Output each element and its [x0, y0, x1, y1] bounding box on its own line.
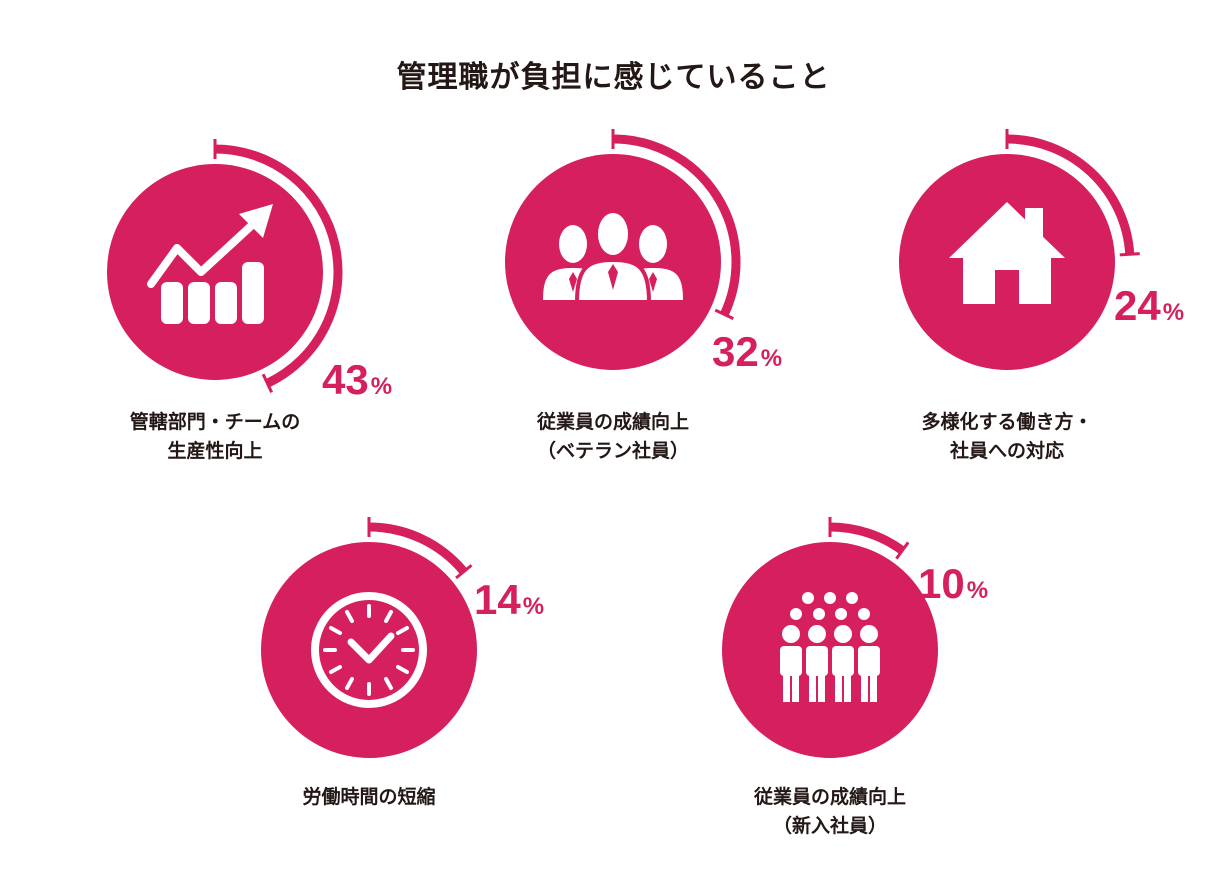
value-arc — [368, 522, 468, 575]
value-label: 14% — [474, 576, 544, 624]
arc-end-tick — [1119, 252, 1140, 257]
category-label-line: 生産性向上 — [167, 440, 263, 462]
value-number: 32 — [712, 328, 759, 375]
value-arc — [829, 522, 905, 555]
category-label-line: 従業員の成績向上 — [753, 786, 906, 808]
category-label: 管轄部門・チームの 生産性向上 — [55, 408, 375, 466]
value-label: 32% — [712, 328, 782, 376]
category-label: 多様化する働き方・ 社員への対応 — [847, 408, 1167, 466]
item-circle — [107, 164, 323, 380]
arc-end-tick — [895, 541, 910, 560]
category-label-line: （ベテラン社員） — [536, 440, 689, 462]
category-label: 従業員の成績向上 （新入社員） — [670, 783, 990, 841]
category-label: 従業員の成績向上 （ベテラン社員） — [453, 408, 773, 466]
value-arc — [1006, 134, 1135, 255]
category-label-line: （新入社員） — [772, 815, 887, 837]
chart-title: 管理職が負担に感じていること — [396, 60, 831, 95]
value-number: 10 — [918, 560, 965, 607]
category-label-line: 多様化する働き方・ — [921, 411, 1093, 433]
arc-end-tick — [455, 564, 473, 580]
arc-end-tick — [261, 373, 273, 393]
value-unit: % — [1162, 299, 1185, 326]
category-label-line: 管轄部門・チームの — [129, 411, 301, 433]
category-label: 労働時間の短縮 — [209, 783, 529, 812]
value-label: 10% — [918, 560, 988, 608]
value-arc — [612, 134, 741, 317]
value-number: 43 — [322, 356, 369, 403]
value-unit: % — [966, 577, 989, 604]
item-circle — [261, 542, 477, 758]
value-arc — [214, 144, 343, 388]
value-unit: % — [370, 373, 393, 400]
value-unit: % — [522, 593, 545, 620]
category-label-line: 社員への対応 — [949, 440, 1064, 462]
value-number: 14 — [474, 576, 521, 623]
value-unit: % — [760, 345, 783, 372]
value-label: 43% — [322, 356, 392, 404]
category-label-line: 従業員の成績向上 — [536, 411, 689, 433]
arc-end-tick — [714, 308, 734, 320]
value-label: 24% — [1114, 282, 1184, 330]
category-label-line: 労働時間の短縮 — [302, 786, 436, 808]
item-circle — [722, 542, 938, 758]
value-number: 24 — [1114, 282, 1161, 329]
